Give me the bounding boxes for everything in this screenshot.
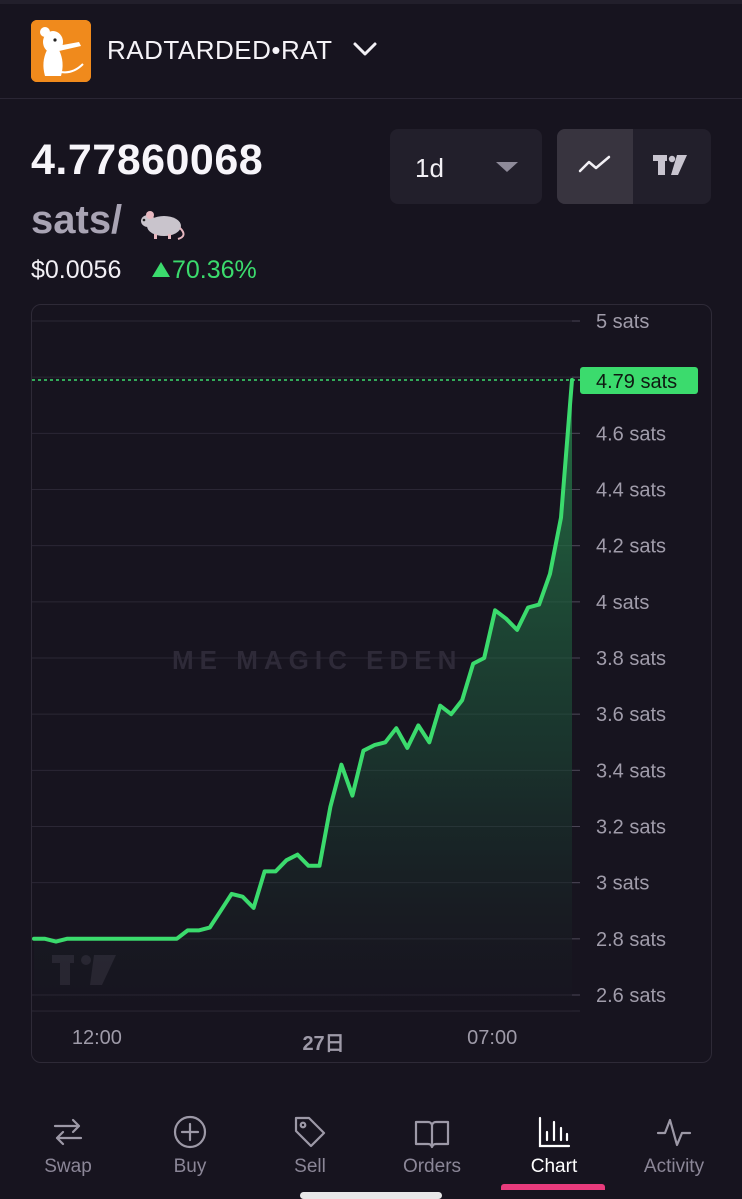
rat-emoji-icon (138, 206, 188, 242)
y-tick-label: 3.4 sats (596, 760, 666, 782)
tab-swap[interactable]: Swap (6, 1100, 130, 1192)
tab-label: Buy (173, 1156, 207, 1177)
period-select[interactable]: 1d (390, 129, 542, 204)
price-change: 70.36% (152, 256, 257, 285)
tab-orders[interactable]: Orders (370, 1100, 494, 1192)
tab-label: Orders (402, 1156, 462, 1177)
swap-icon (50, 1114, 86, 1150)
price-value: 4.77860068 (31, 136, 264, 184)
price-change-value: 70.36% (172, 256, 257, 284)
price-unit: sats/ (31, 198, 123, 242)
tab-buy[interactable]: Buy (128, 1100, 252, 1192)
y-tick-label: 4.6 sats (596, 423, 666, 445)
period-select-value: 1d (415, 153, 444, 183)
tab-label: Activity (643, 1156, 705, 1177)
price-chart-svg[interactable]: 5 sats 4.6 sats 4.4 sats 4.2 sats 4 sats 3.8 … (32, 305, 711, 1062)
activity-icon (656, 1114, 692, 1150)
usd-price: $0.0056 (31, 256, 122, 284)
tab-chart[interactable]: Chart (492, 1100, 616, 1192)
top-divider (0, 0, 742, 4)
magic-eden-watermark: ME MAGIC EDEN (172, 645, 462, 675)
plus-circle-icon (172, 1114, 208, 1150)
token-title[interactable]: RADTARDED•RAT (107, 35, 333, 65)
book-icon (414, 1114, 450, 1150)
home-indicator (300, 1192, 442, 1199)
price-chart[interactable]: 5 sats 4.6 sats 4.4 sats 4.2 sats 4 sats 3.8 … (31, 304, 712, 1063)
chevron-down-icon[interactable] (352, 38, 378, 60)
tab-label: Swap (44, 1156, 92, 1177)
y-tick-label: 3.6 sats (596, 704, 666, 726)
bar-chart-icon (536, 1114, 572, 1150)
tab-activity[interactable]: Activity (612, 1100, 736, 1192)
bottom-tab-bar: Swap Buy Sell Orders Chart (0, 1100, 742, 1192)
y-tick-label: 4.2 sats (596, 536, 666, 558)
y-tick-label: 4 sats (596, 592, 649, 614)
x-tick-label: 12:00 (71, 1027, 122, 1049)
y-tick-label: 3 sats (596, 873, 649, 895)
price-line (32, 378, 574, 944)
chart-mode-toggle (557, 129, 711, 204)
y-tick-label: 3.2 sats (596, 817, 666, 839)
tab-sell[interactable]: Sell (248, 1100, 372, 1192)
last-price-badge (580, 366, 698, 394)
y-tick-label: 3.8 sats (596, 648, 666, 670)
line-chart-icon[interactable] (557, 129, 633, 204)
tag-icon (292, 1114, 328, 1150)
y-tick-label: 5 sats (596, 311, 649, 333)
tab-label: Sell (294, 1156, 326, 1177)
price-area (34, 380, 572, 1011)
rat-logo-icon[interactable] (31, 20, 91, 82)
y-tick-label: 4.4 sats (596, 480, 666, 502)
caret-down-icon (496, 162, 518, 172)
x-tick-label: 27日 (302, 1033, 345, 1055)
y-tick-label: 2.8 sats (596, 929, 666, 951)
y-tick-label: 2.6 sats (596, 985, 666, 1007)
top-bar: RADTARDED•RAT (0, 0, 742, 99)
up-triangle-icon (152, 262, 170, 277)
tradingview-icon[interactable] (634, 129, 711, 204)
active-tab-indicator (501, 1184, 605, 1190)
x-tick-label: 07:00 (467, 1027, 518, 1049)
last-price-label: 4.79 sats (596, 371, 677, 393)
tab-label: Chart (530, 1156, 578, 1177)
